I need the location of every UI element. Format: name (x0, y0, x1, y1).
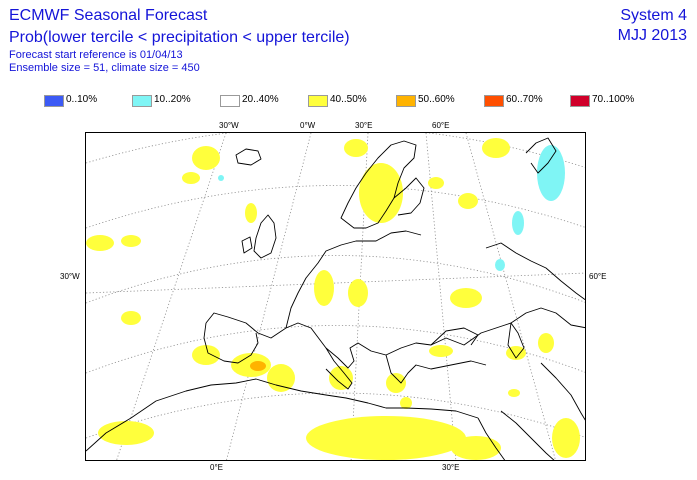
legend: 0..10% 10..20% 20..40% 40..50% 50..60% 6… (44, 94, 684, 110)
legend-swatch-10-20 (132, 95, 152, 107)
legend-label: 50..60% (418, 94, 455, 105)
legend-swatch-0-10 (44, 95, 64, 107)
coastline-novaya-zemlya (525, 137, 557, 174)
coastline-ireland (241, 236, 253, 254)
coastline-finland (393, 177, 425, 216)
prob-area (428, 177, 444, 189)
prob-area (508, 389, 520, 397)
coastlines (86, 137, 585, 460)
longitude-line (465, 133, 556, 460)
legend-swatch-50-60 (396, 95, 416, 107)
coastline-caspian-sea (507, 322, 525, 359)
latitude-line (86, 255, 585, 304)
top-lon-label-60e: 60°E (432, 121, 450, 130)
prob-area (386, 373, 406, 393)
coastline-persian-gulf (540, 362, 585, 421)
prob-50-60-areas (250, 361, 266, 371)
prob-10-20-areas (218, 145, 565, 271)
longitude-line (425, 133, 457, 460)
coastline-great-britain (253, 214, 277, 259)
prob-area (359, 163, 403, 223)
legend-label: 70..100% (592, 94, 635, 105)
prob-area (537, 145, 565, 201)
prob-area (182, 172, 200, 184)
latitude-line (86, 185, 585, 229)
prob-area (121, 235, 141, 247)
prob-area (192, 345, 220, 365)
prob-area (344, 139, 368, 157)
legend-label: 10..20% (154, 94, 191, 105)
coastline-red-sea (477, 417, 506, 460)
coastline-north-africa (86, 378, 479, 452)
prob-area (121, 311, 141, 325)
ensemble-size: Ensemble size = 51, climate size = 450 (9, 62, 200, 74)
coastline-northern-europe (285, 230, 422, 329)
longitude-line (116, 133, 227, 460)
graticule (86, 133, 585, 460)
period-label: MJJ 2013 (617, 27, 687, 44)
prob-area (458, 193, 478, 209)
prob-40-50-areas (86, 138, 580, 460)
prob-area (400, 397, 412, 409)
prob-area (250, 361, 266, 371)
prob-area (451, 436, 501, 460)
chart-subtitle: Prob(lower tercile < precipitation < upp… (9, 29, 350, 46)
latitude-line (86, 392, 585, 439)
coastline-black-sea (430, 327, 479, 346)
prob-area (192, 146, 220, 170)
legend-swatch-20-40 (220, 95, 240, 107)
latitude-line (86, 133, 585, 168)
prob-area (86, 235, 114, 251)
prob-area (495, 259, 505, 271)
legend-label: 20..40% (242, 94, 279, 105)
legend-label: 0..10% (66, 94, 98, 105)
system-label: System 4 (620, 7, 687, 24)
legend-swatch-40-50 (308, 95, 328, 107)
prob-area (306, 416, 466, 460)
legend-swatch-70-100 (570, 95, 590, 107)
legend-label: 60..70% (506, 94, 543, 105)
coastline-italy (325, 347, 353, 390)
prob-area (482, 138, 510, 158)
prob-area (98, 421, 154, 445)
prob-area (218, 175, 224, 181)
forecast-reference: Forecast start reference is 01/04/13 (9, 49, 183, 61)
prob-area (450, 288, 482, 308)
prob-area (348, 279, 368, 307)
map-svg (86, 133, 585, 460)
map-panel (85, 132, 586, 461)
prob-area (267, 364, 295, 392)
coastline-arctic-russia (485, 242, 585, 301)
prob-area (329, 366, 353, 390)
latitude-line (86, 325, 585, 374)
coastline-aegean (385, 354, 487, 384)
prob-area (552, 418, 580, 458)
longitude-line (226, 133, 312, 460)
prob-area (538, 333, 554, 353)
coastline-arabia (500, 410, 555, 460)
legend-swatch-60-70 (484, 95, 504, 107)
right-lon-label: 60°E (589, 272, 607, 281)
top-lon-label-0: 0°W (300, 121, 316, 130)
left-lon-label: 30°W (60, 272, 80, 281)
prob-area (314, 270, 334, 306)
longitude-line (86, 272, 585, 294)
coastline-iceland (235, 148, 262, 166)
chart-title: ECMWF Seasonal Forecast (9, 7, 208, 24)
prob-area (512, 211, 524, 235)
coastline-southern-europe (205, 307, 585, 369)
top-lon-label-30w: 30°W (219, 121, 239, 130)
prob-area (245, 203, 257, 223)
legend-label: 40..50% (330, 94, 367, 105)
coastline-iberia (203, 322, 259, 364)
bottom-lon-label-30e: 30°E (442, 463, 460, 472)
top-lon-label-30e: 30°E (355, 121, 373, 130)
bottom-lon-label-0: 0°E (210, 463, 223, 472)
prob-area (429, 345, 453, 357)
coastline-scandinavia (340, 140, 417, 229)
